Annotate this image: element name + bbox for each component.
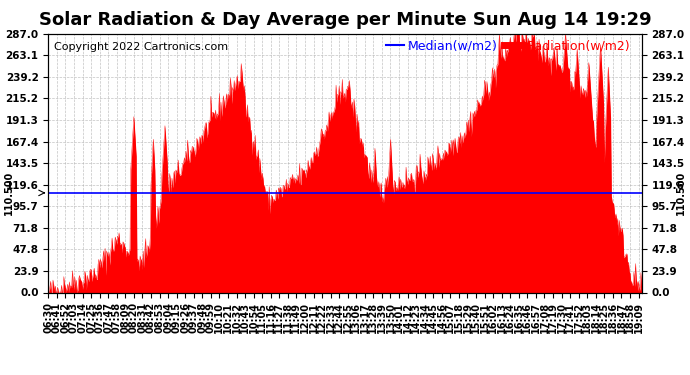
Text: 110.500: 110.500 [676,171,686,215]
Text: Solar Radiation & Day Average per Minute Sun Aug 14 19:29: Solar Radiation & Day Average per Minute… [39,11,651,29]
Text: 110.500: 110.500 [4,171,14,215]
Legend: Median(w/m2), Radiation(w/m2): Median(w/m2), Radiation(w/m2) [381,35,635,58]
Text: Copyright 2022 Cartronics.com: Copyright 2022 Cartronics.com [55,42,228,51]
